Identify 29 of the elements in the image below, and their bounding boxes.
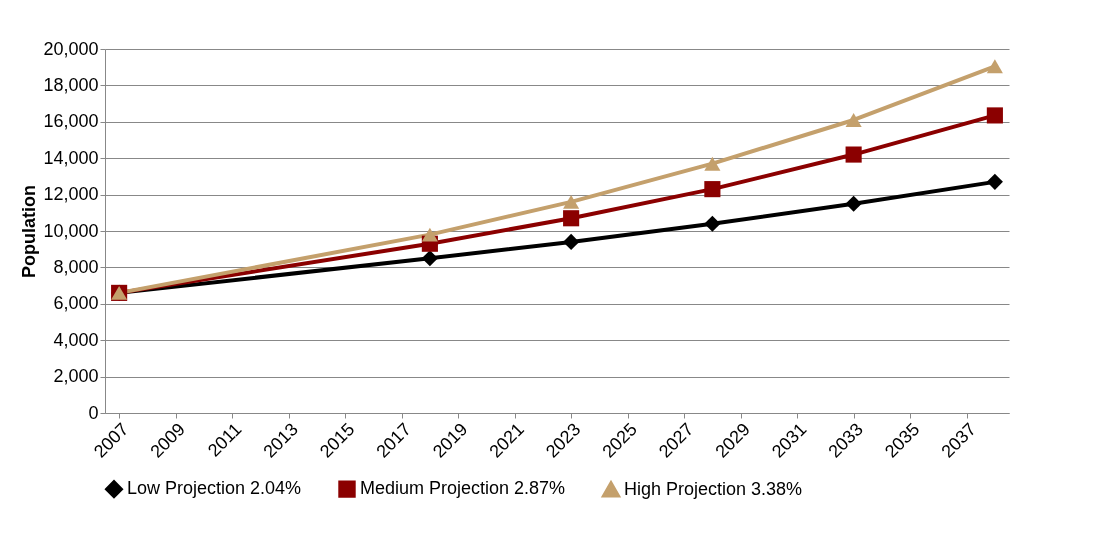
point bbox=[563, 194, 580, 209]
point bbox=[845, 195, 862, 212]
y-tick-label: 0 bbox=[88, 402, 99, 423]
point bbox=[421, 227, 438, 242]
point bbox=[563, 210, 580, 227]
point bbox=[845, 113, 862, 127]
point bbox=[704, 215, 721, 232]
legend-label: Low Projection 2.04% bbox=[127, 478, 302, 499]
legend-label: High Projection 3.38% bbox=[624, 478, 803, 499]
y-tick-label: 8,000 bbox=[53, 256, 99, 277]
y-tick-label: 14,000 bbox=[43, 147, 99, 168]
y-tick-label: 10,000 bbox=[43, 220, 99, 241]
point bbox=[986, 173, 1003, 190]
y-tick-label: 2,000 bbox=[53, 366, 99, 387]
y-tick-label: 4,000 bbox=[53, 329, 99, 350]
point bbox=[704, 156, 721, 171]
y-tick-label: 6,000 bbox=[53, 293, 99, 314]
legend-label: Medium Projection 2.87% bbox=[360, 478, 566, 499]
y-tick-label: 12,000 bbox=[43, 184, 99, 205]
point bbox=[704, 181, 721, 198]
point bbox=[563, 233, 580, 250]
point bbox=[845, 146, 862, 163]
y-tick-label: 16,000 bbox=[43, 111, 99, 132]
y-tick-label: 20,000 bbox=[43, 38, 99, 59]
point bbox=[986, 107, 1003, 124]
point bbox=[421, 250, 438, 267]
y-axis-title: Population bbox=[19, 185, 40, 278]
point bbox=[986, 59, 1003, 74]
y-tick-label: 18,000 bbox=[43, 74, 99, 95]
